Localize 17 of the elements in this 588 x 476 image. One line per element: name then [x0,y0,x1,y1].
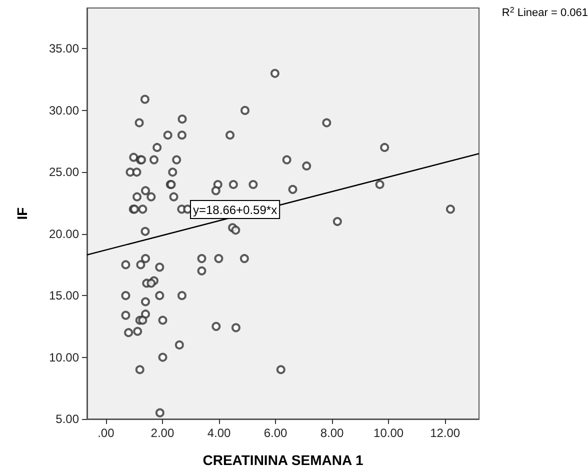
x-tick-label: 12.00 [430,426,460,440]
y-tick-label: 30.00 [48,103,80,118]
x-tick-label: 8.00 [320,426,344,440]
y-tick-label: 25.00 [48,165,80,180]
annotation: y=18.66+0.59*x [193,203,278,217]
y-axis-title: IF [14,206,30,220]
y-tick-label: 35.00 [48,42,80,56]
x-tick-label: 4.00 [207,426,231,440]
y-tick-label: 5.00 [56,412,80,426]
x-tick-label: 6.00 [264,426,288,440]
y-tick-label: 15.00 [48,288,80,303]
x-tick-label: 10.00 [374,426,404,440]
y-tick-label: 20.00 [48,226,80,241]
y-tick-label: 10.00 [48,350,80,364]
x-axis-title: CREATININA SEMANA 1 [202,452,364,468]
x-tick-label: .00 [98,426,115,440]
x-tick-label: 2.00 [150,426,174,440]
